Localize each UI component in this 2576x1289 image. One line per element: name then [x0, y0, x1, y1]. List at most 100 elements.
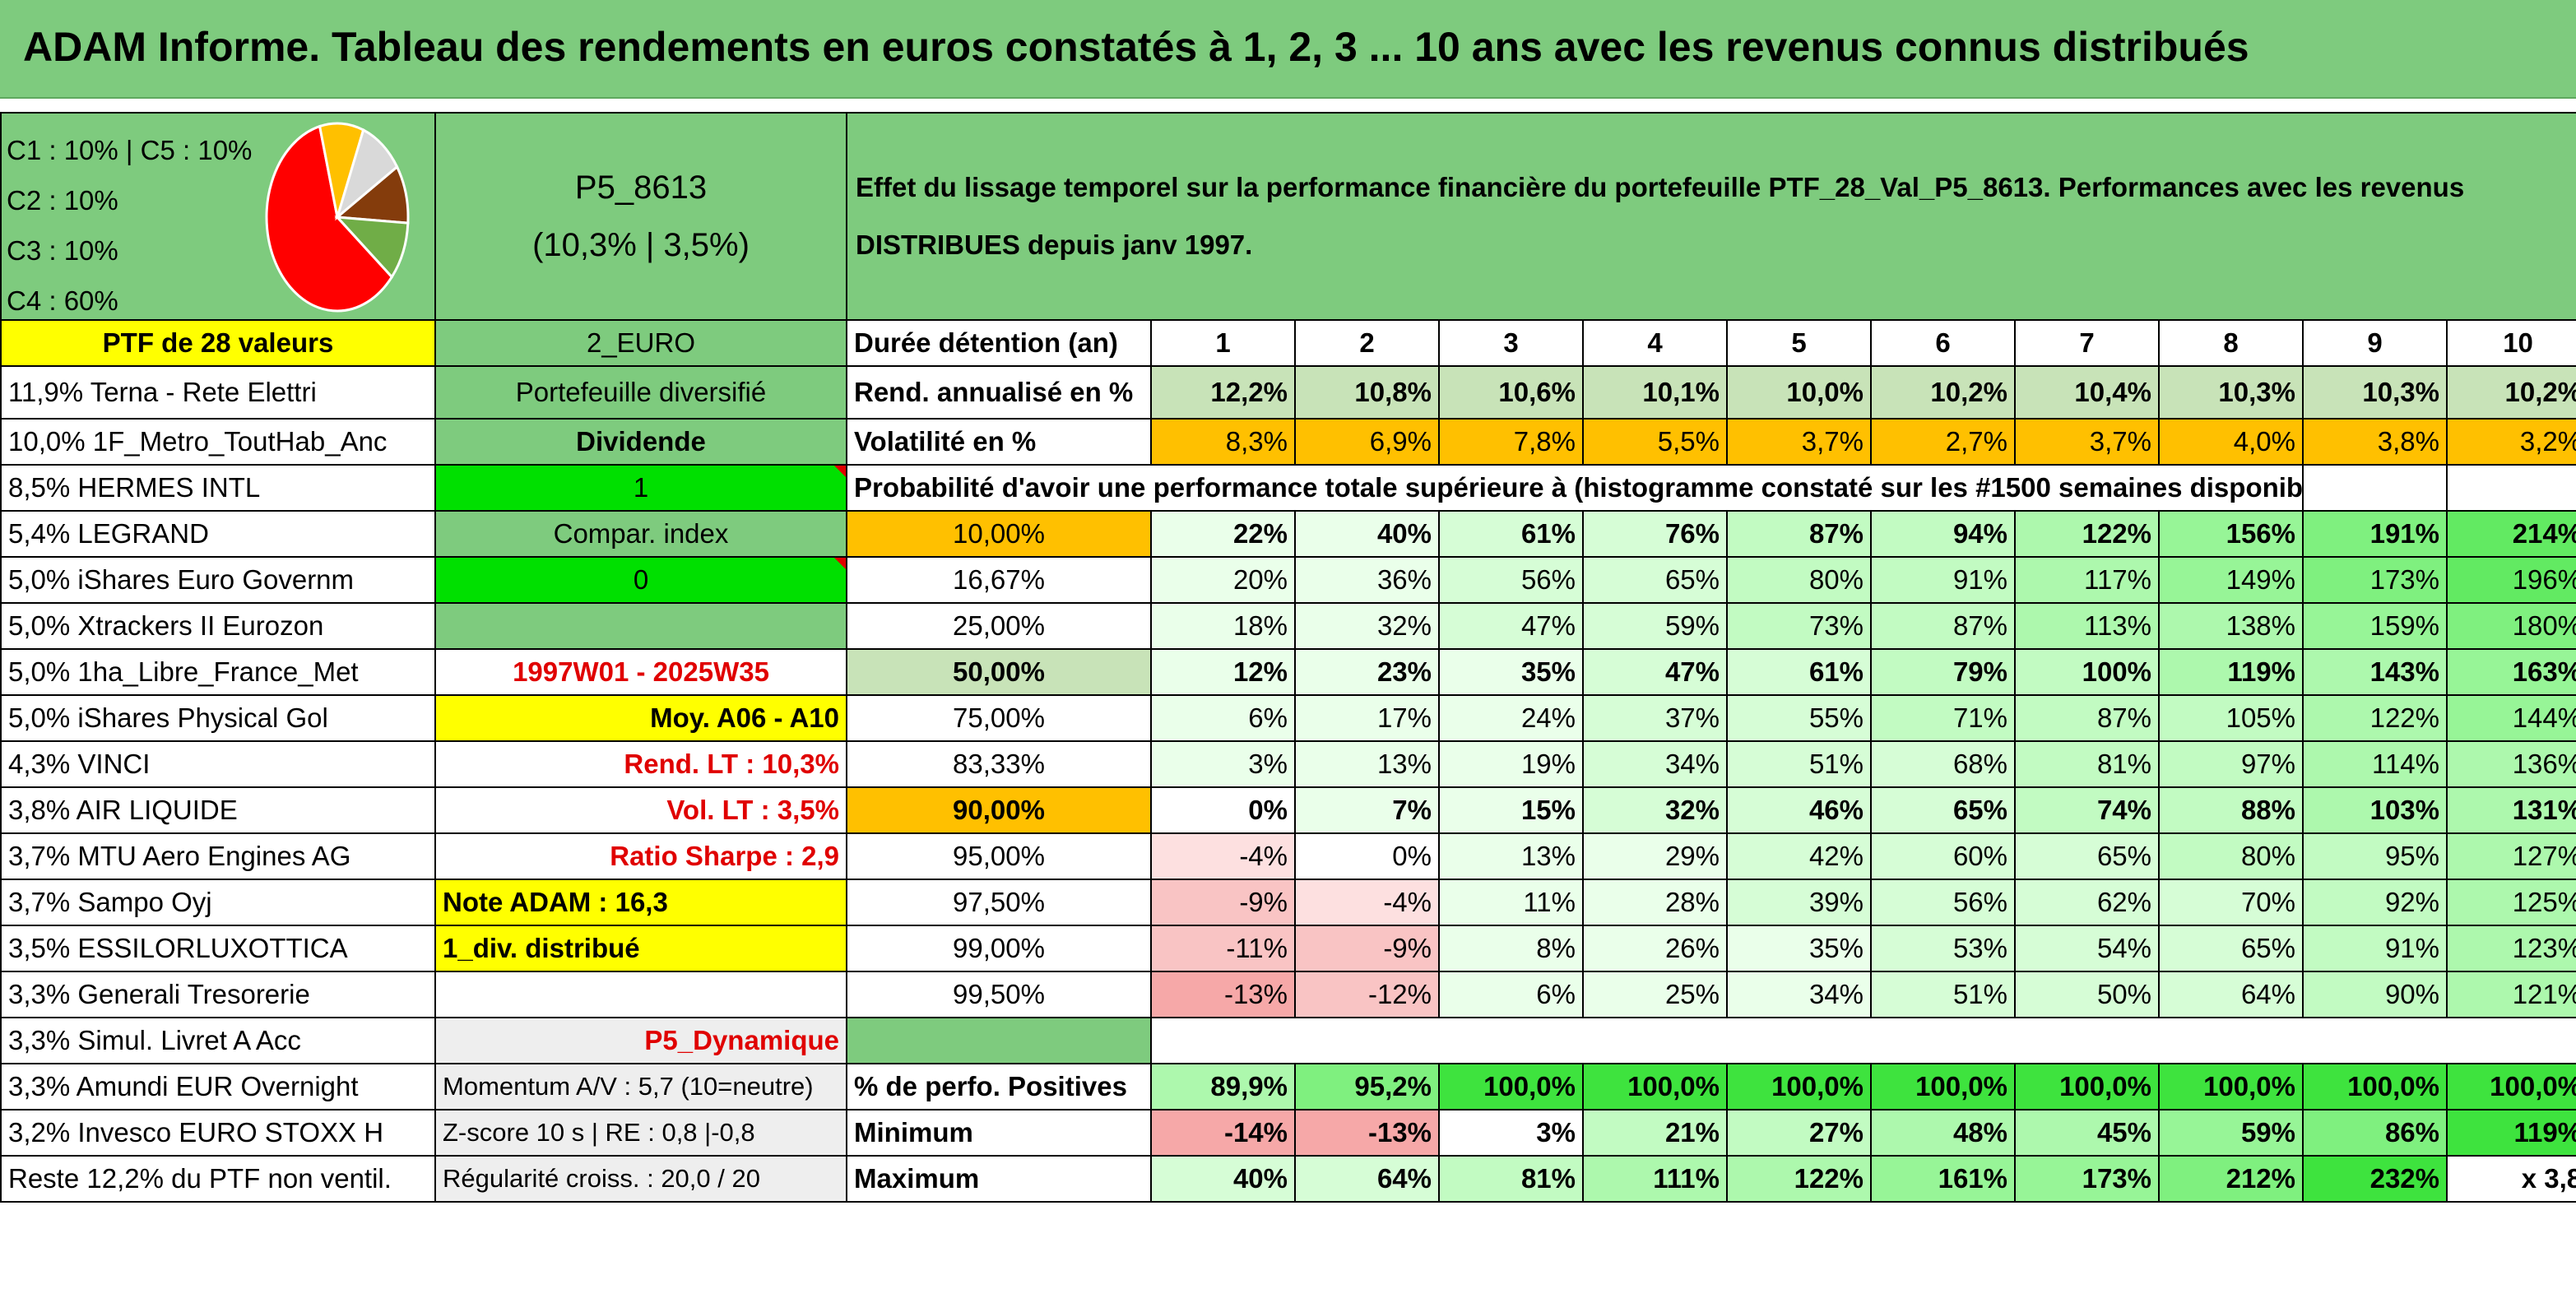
vol-value: 6,9% — [1294, 418, 1440, 466]
minimum-value: 48% — [1870, 1109, 2016, 1157]
page-title: ADAM Informe. Tableau des rendements en … — [23, 24, 2249, 70]
probability-value: 35% — [1726, 925, 1872, 972]
probability-value: 91% — [1870, 556, 2016, 604]
probability-value: 13% — [1294, 740, 1440, 788]
year-header: 8 — [2158, 319, 2304, 367]
minimum-value: 119% — [2445, 1109, 2576, 1157]
holding: 4,3% VINCI — [0, 740, 436, 788]
probability-value: 53% — [1870, 925, 2016, 972]
rend-value: 10,2% — [2445, 365, 2576, 420]
probability-value: 61% — [1438, 510, 1584, 558]
probability-value: 56% — [1870, 879, 2016, 926]
probability-value: 94% — [1870, 510, 2016, 558]
positive-value: 100,0% — [1438, 1063, 1584, 1110]
probability-value: -9% — [1294, 925, 1440, 972]
probability-value: 36% — [1294, 556, 1440, 604]
minimum-value: 45% — [2014, 1109, 2160, 1157]
probability-value: 80% — [2158, 832, 2304, 880]
allocation-line: C4 : 60% — [7, 285, 118, 316]
probability-value: 143% — [2302, 648, 2448, 696]
probability-value: 6% — [1150, 694, 1296, 742]
vol-value: 5,5% — [1582, 418, 1728, 466]
positive-value: 95,2% — [1294, 1063, 1440, 1110]
probability-value: 19% — [1438, 740, 1584, 788]
probability-value: 59% — [1582, 602, 1728, 650]
probability-value: 22% — [1150, 510, 1296, 558]
positive-value: 100,0% — [1870, 1063, 2016, 1110]
holding: 5,0% iShares Euro Governm — [0, 556, 436, 604]
probability-value: 55% — [1726, 694, 1872, 742]
rend-value: 10,1% — [1582, 365, 1728, 420]
probability-value: 17% — [1294, 694, 1440, 742]
probability-value: 15% — [1438, 786, 1584, 834]
probability-value: 28% — [1582, 879, 1728, 926]
probability-value: 42% — [1726, 832, 1872, 880]
probability-value: 97% — [2158, 740, 2304, 788]
minimum-value: 3% — [1438, 1109, 1584, 1157]
positive-label: % de perfo. Positives — [846, 1063, 1152, 1110]
probability-value: 122% — [2302, 694, 2448, 742]
probability-value: 8% — [1438, 925, 1584, 972]
rend-value: 10,8% — [1294, 365, 1440, 420]
compar-label: Compar. index — [434, 510, 847, 558]
probability-value: 173% — [2302, 556, 2448, 604]
probability-value: 12% — [1150, 648, 1296, 696]
probability-value: -9% — [1150, 879, 1296, 926]
vol-value: 7,8% — [1438, 418, 1584, 466]
empty-cell — [434, 971, 847, 1018]
probability-value: 159% — [2302, 602, 2448, 650]
probability-value: 76% — [1582, 510, 1728, 558]
positive-value: 100,0% — [2445, 1063, 2576, 1110]
probability-value: -13% — [1150, 971, 1296, 1018]
probability-value: 61% — [1726, 648, 1872, 696]
allocation-pie-chart — [265, 122, 410, 313]
vol-value: 2,7% — [1870, 418, 2016, 466]
probability-value: 46% — [1726, 786, 1872, 834]
positive-value: 100,0% — [1726, 1063, 1872, 1110]
minimum-value: 27% — [1726, 1109, 1872, 1157]
minimum-value: 86% — [2302, 1109, 2448, 1157]
year-header: 1 — [1150, 319, 1296, 367]
probability-value: 65% — [1582, 556, 1728, 604]
probability-value: 37% — [1582, 694, 1728, 742]
moy-label: Moy. A06 - A10 — [434, 694, 847, 742]
minimum-value: -13% — [1294, 1109, 1440, 1157]
probability-value: 18% — [1150, 602, 1296, 650]
probability-value: 65% — [2158, 925, 2304, 972]
year-header: 2 — [1294, 319, 1440, 367]
allocation-list: C1 : 10% | C5 : 10% C2 : 10% C3 : 10% C4… — [7, 125, 252, 318]
allocation-line: C2 : 10% — [7, 185, 118, 216]
probability-value: 29% — [1582, 832, 1728, 880]
probability-value: 88% — [2158, 786, 2304, 834]
probability-value: 81% — [2014, 740, 2160, 788]
probability-value: 87% — [1870, 602, 2016, 650]
probability-value: 24% — [1438, 694, 1584, 742]
probability-value: 68% — [1870, 740, 2016, 788]
probability-value: 117% — [2014, 556, 2160, 604]
rend-value: 10,3% — [2158, 365, 2304, 420]
probability-value: 32% — [1582, 786, 1728, 834]
rend-label: Rend. annualisé en % — [846, 365, 1152, 420]
holding: 3,7% MTU Aero Engines AG — [0, 832, 436, 880]
regularite: Régularité croiss. : 20,0 / 20 — [434, 1155, 847, 1203]
empty-cell — [846, 1017, 1152, 1064]
rend-value: 10,0% — [1726, 365, 1872, 420]
rend-value: 10,6% — [1438, 365, 1584, 420]
probability-value: 92% — [2302, 879, 2448, 926]
empty-cell — [1151, 1018, 2576, 1064]
portfolio-type: Portefeuille diversifié — [434, 365, 847, 420]
positive-value: 100,0% — [2158, 1063, 2304, 1110]
maximum-value: 111% — [1582, 1155, 1728, 1203]
probability-value: 163% — [2445, 648, 2576, 696]
maximum-value: 64% — [1294, 1155, 1440, 1203]
holding: 3,3% Simul. Livret A Acc — [0, 1017, 436, 1064]
vol-label: Volatilité en % — [846, 418, 1152, 466]
probability-value: -4% — [1150, 832, 1296, 880]
probability-threshold: 25,00% — [846, 602, 1152, 650]
dividend-value: 1 — [434, 464, 847, 512]
probability-value: -11% — [1150, 925, 1296, 972]
maximum-label: Maximum — [846, 1155, 1152, 1203]
probability-threshold: 10,00% — [846, 510, 1152, 558]
probability-value: 34% — [1582, 740, 1728, 788]
dividend-note: 1_div. distribué — [434, 925, 847, 972]
